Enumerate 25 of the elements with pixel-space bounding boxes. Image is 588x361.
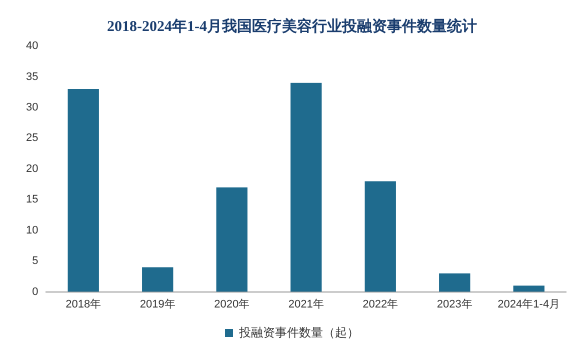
bar: [142, 267, 174, 292]
bar: [216, 187, 248, 292]
chart-title: 2018-2024年1-4月我国医疗美容行业投融资事件数量统计: [107, 16, 477, 35]
x-tick-label: 2024年1-4月: [498, 298, 560, 310]
y-tick-label: 15: [26, 194, 38, 206]
x-tick-label: 2019年: [140, 298, 176, 310]
y-tick-label: 35: [26, 70, 38, 83]
legend-label: 投融资事件数量（起）: [238, 325, 359, 340]
x-tick-label: 2018年: [66, 298, 102, 310]
y-tick-label: 40: [26, 40, 38, 52]
bar: [513, 286, 544, 292]
y-tick-label: 0: [32, 286, 38, 298]
y-tick-label: 30: [26, 101, 38, 114]
y-tick-label: 20: [26, 162, 38, 175]
bar: [439, 273, 470, 292]
x-tick-label: 2020年: [214, 298, 250, 310]
y-tick-label: 10: [26, 224, 38, 236]
bar: [68, 89, 99, 292]
y-tick-label: 5: [32, 255, 38, 268]
bar: [290, 82, 322, 292]
x-tick-label: 2022年: [362, 298, 398, 310]
bar: [364, 181, 396, 292]
x-tick-label: 2023年: [436, 298, 472, 310]
y-tick-label: 25: [26, 132, 38, 144]
x-tick-label: 2021年: [288, 298, 324, 310]
